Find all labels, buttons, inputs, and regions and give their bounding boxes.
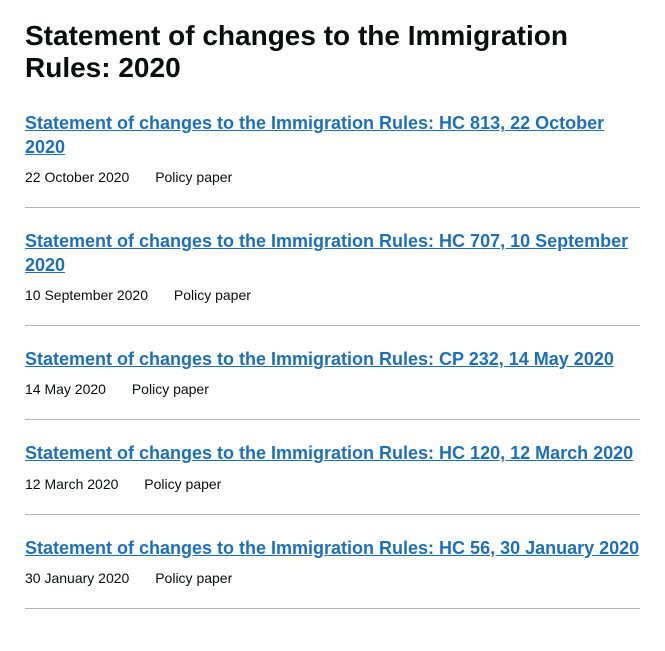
- document-type: Policy paper: [155, 169, 232, 185]
- document-link[interactable]: Statement of changes to the Immigration …: [25, 349, 614, 369]
- document-meta: 22 October 2020 Policy paper: [25, 169, 640, 185]
- document-date: 22 October 2020: [25, 169, 129, 185]
- list-item: Statement of changes to the Immigration …: [25, 537, 640, 609]
- list-item: Statement of changes to the Immigration …: [25, 348, 640, 420]
- document-type: Policy paper: [174, 287, 251, 303]
- document-date: 30 January 2020: [25, 570, 129, 586]
- document-date: 10 September 2020: [25, 287, 148, 303]
- list-item: Statement of changes to the Immigration …: [25, 230, 640, 326]
- page-title: Statement of changes to the Immigration …: [25, 20, 640, 84]
- document-list: Statement of changes to the Immigration …: [25, 112, 640, 609]
- document-type: Policy paper: [155, 570, 232, 586]
- document-link[interactable]: Statement of changes to the Immigration …: [25, 443, 633, 463]
- document-date: 14 May 2020: [25, 381, 106, 397]
- document-type: Policy paper: [132, 381, 209, 397]
- list-item: Statement of changes to the Immigration …: [25, 442, 640, 514]
- document-link[interactable]: Statement of changes to the Immigration …: [25, 231, 628, 274]
- document-meta: 10 September 2020 Policy paper: [25, 287, 640, 303]
- document-link[interactable]: Statement of changes to the Immigration …: [25, 538, 639, 558]
- document-date: 12 March 2020: [25, 476, 118, 492]
- list-item: Statement of changes to the Immigration …: [25, 112, 640, 208]
- document-meta: 12 March 2020 Policy paper: [25, 476, 640, 492]
- document-link[interactable]: Statement of changes to the Immigration …: [25, 113, 604, 156]
- document-meta: 14 May 2020 Policy paper: [25, 381, 640, 397]
- document-meta: 30 January 2020 Policy paper: [25, 570, 640, 586]
- document-type: Policy paper: [144, 476, 221, 492]
